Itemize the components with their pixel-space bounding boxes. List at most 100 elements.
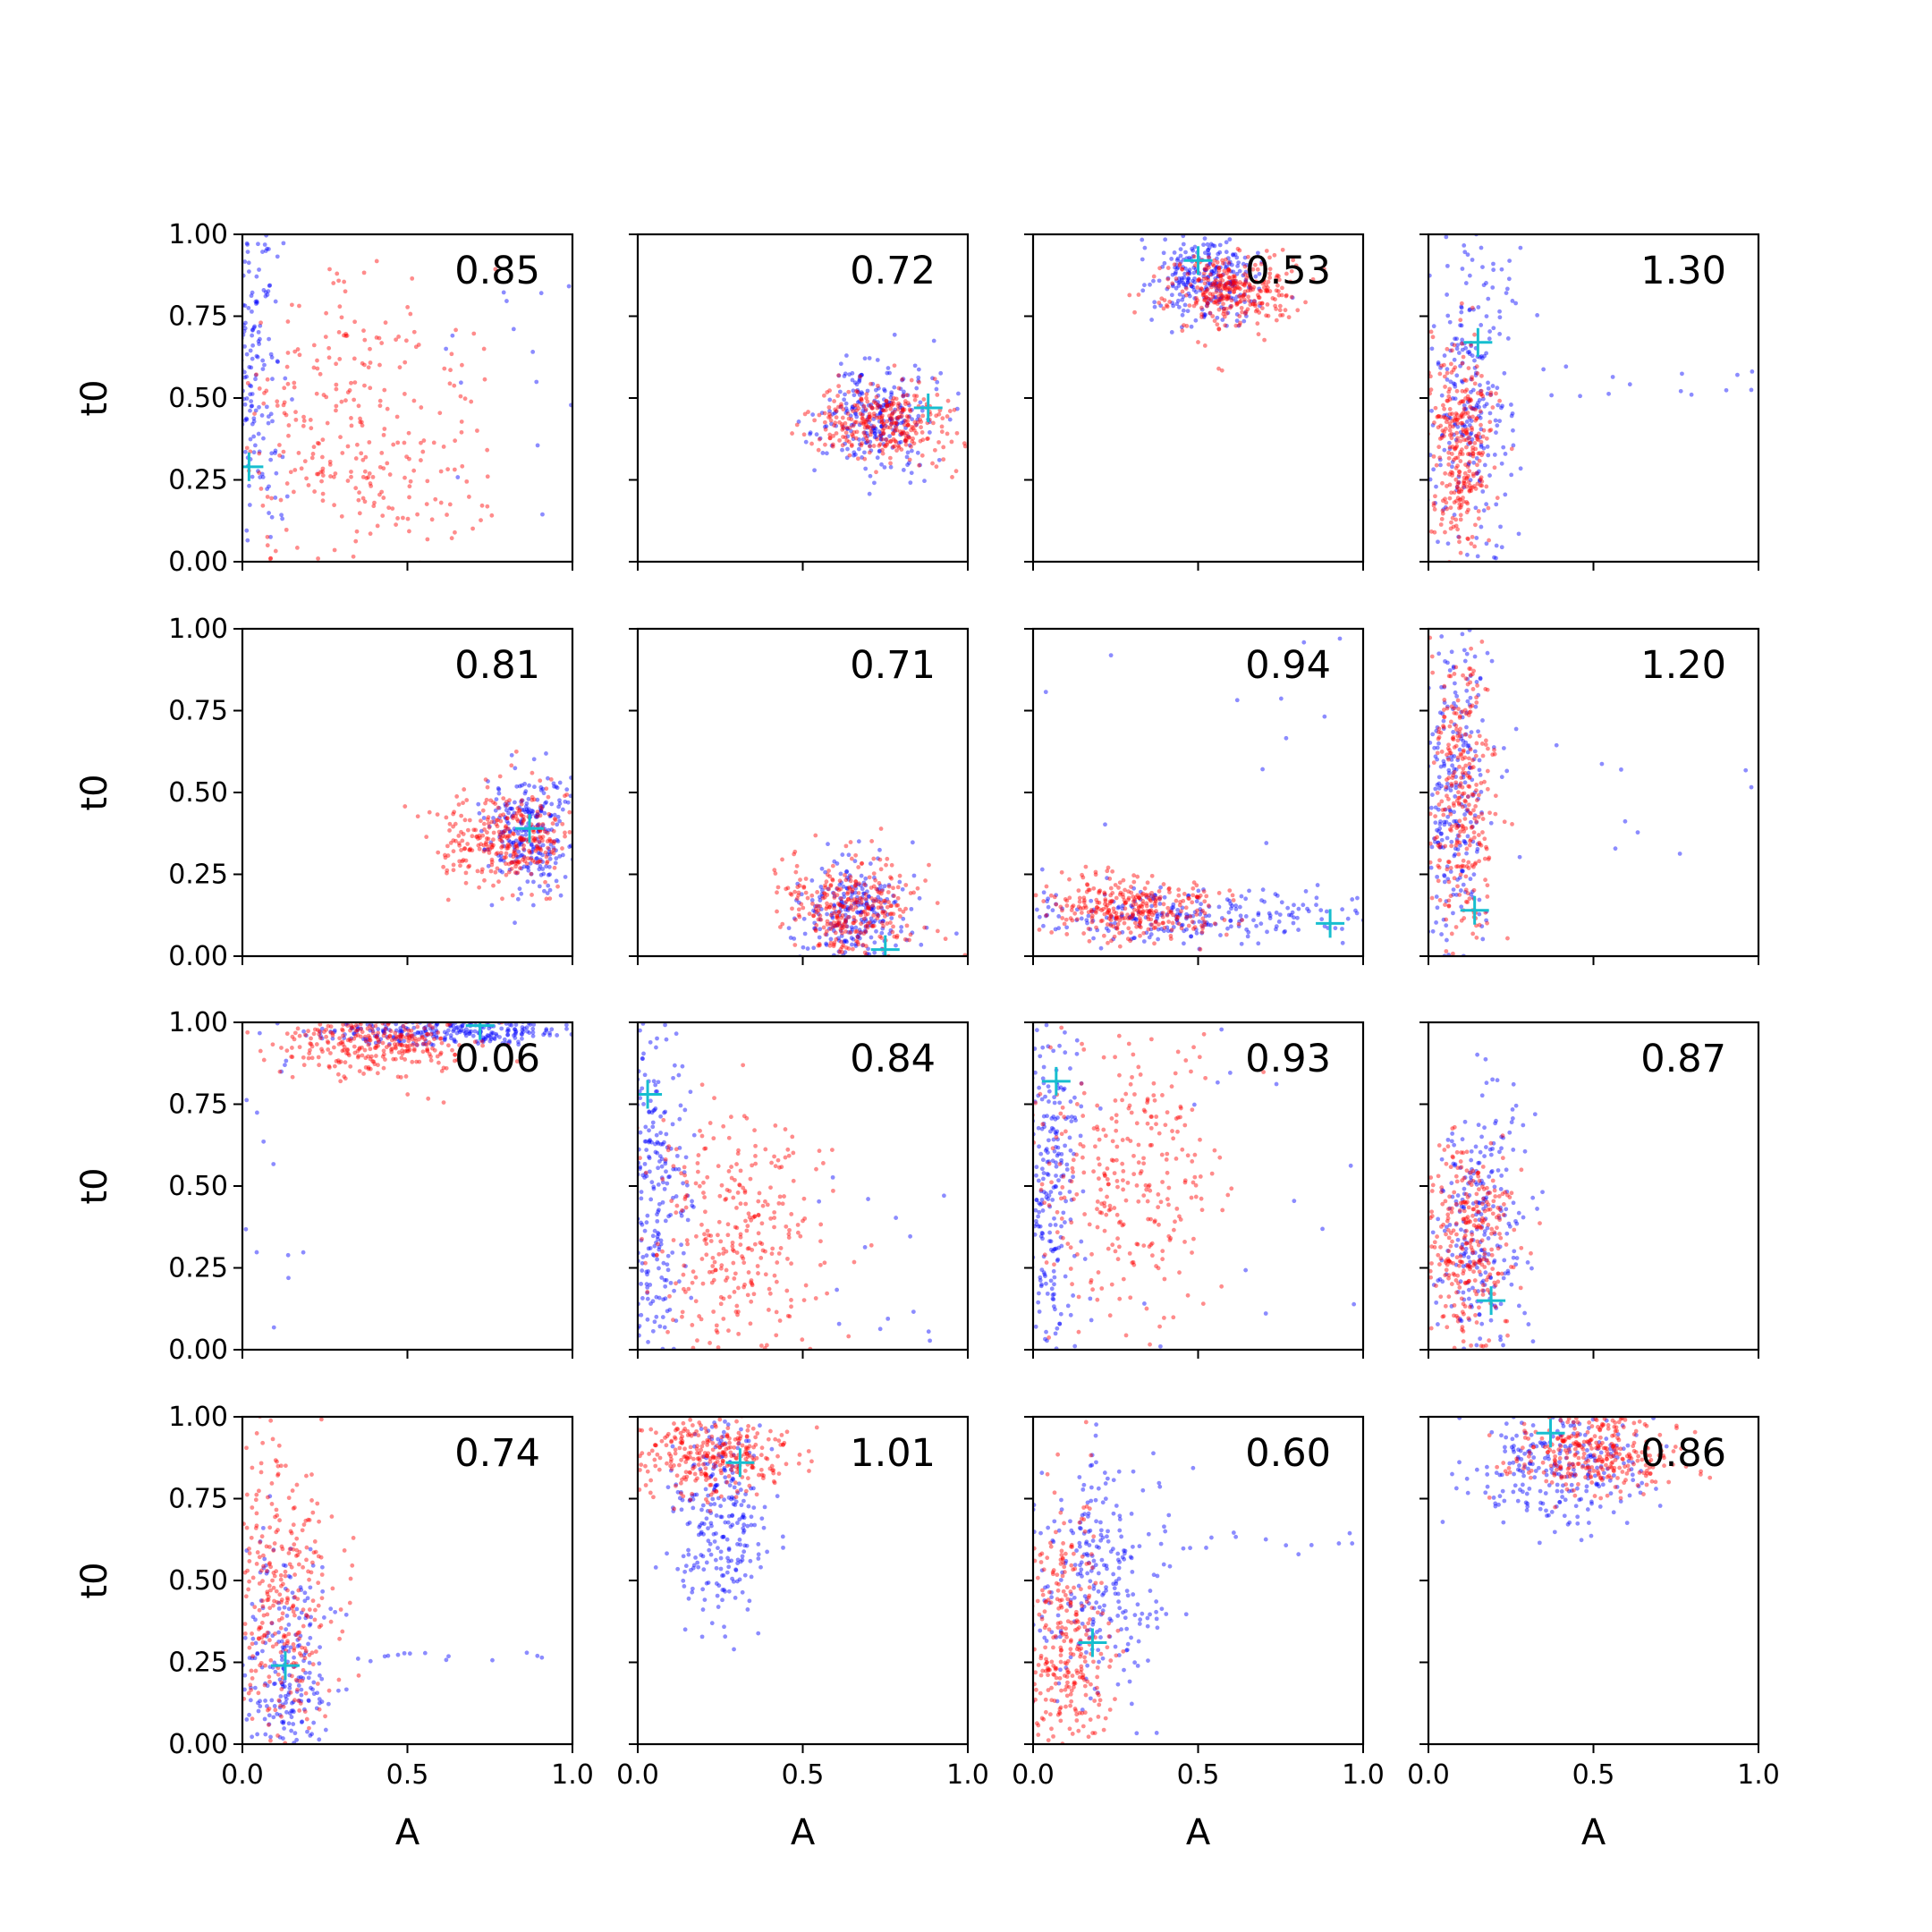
red-point xyxy=(1131,912,1135,918)
red-point xyxy=(1453,711,1459,716)
red-point xyxy=(1509,446,1514,452)
blue-point xyxy=(1453,382,1457,386)
red-point xyxy=(888,903,894,909)
red-point xyxy=(407,456,411,462)
blue-point xyxy=(1207,245,1212,250)
blue-point xyxy=(235,390,240,394)
blue-point xyxy=(1477,897,1482,902)
red-point xyxy=(1252,303,1258,309)
red-point xyxy=(1216,298,1221,303)
red-point xyxy=(1108,918,1114,922)
red-point xyxy=(1451,801,1456,806)
blue-point xyxy=(492,1036,496,1041)
red-point xyxy=(1183,292,1189,298)
red-point xyxy=(1446,757,1451,762)
red-point xyxy=(564,792,570,797)
red-point xyxy=(1131,894,1136,899)
red-point xyxy=(888,438,894,444)
red-point xyxy=(1214,299,1219,303)
blue-point xyxy=(876,402,880,408)
red-point xyxy=(1448,674,1453,679)
red-point xyxy=(1114,917,1119,921)
blue-point xyxy=(375,1033,380,1038)
blue-point xyxy=(1274,927,1278,932)
blue-point xyxy=(1230,903,1235,909)
red-point xyxy=(869,923,875,928)
red-point xyxy=(320,491,326,496)
blue-point xyxy=(1466,770,1471,775)
blue-point xyxy=(1039,867,1045,872)
red-point xyxy=(907,435,911,440)
blue-point xyxy=(1158,885,1163,890)
blue-point xyxy=(883,423,888,428)
blue-point xyxy=(1436,360,1441,365)
red-point xyxy=(1480,817,1486,821)
blue-point xyxy=(1453,785,1459,791)
blue-point xyxy=(904,454,910,460)
red-point xyxy=(521,837,526,843)
blue-point xyxy=(869,906,874,911)
red-point xyxy=(1454,485,1460,489)
red-point xyxy=(1479,781,1484,785)
blue-point xyxy=(870,898,876,903)
blue-point xyxy=(1142,283,1147,288)
red-point xyxy=(1086,887,1091,893)
blue-point xyxy=(319,1026,325,1031)
blue-point xyxy=(1237,919,1241,924)
red-point xyxy=(1431,453,1436,459)
red-point xyxy=(1130,911,1135,916)
red-point xyxy=(1219,368,1224,373)
blue-point xyxy=(1487,473,1492,478)
red-point xyxy=(1202,298,1207,303)
blue-point xyxy=(547,864,552,869)
blue-point xyxy=(530,1026,536,1031)
red-point xyxy=(1472,544,1478,549)
red-point xyxy=(489,819,495,825)
red-point xyxy=(338,435,343,440)
red-point xyxy=(444,1065,449,1071)
red-point xyxy=(1479,422,1483,428)
red-point xyxy=(861,916,867,921)
red-point xyxy=(379,489,385,495)
red-point xyxy=(1460,804,1465,809)
blue-point xyxy=(1191,254,1196,258)
red-point xyxy=(1487,419,1493,425)
blue-point xyxy=(816,911,821,917)
blue-point xyxy=(1115,905,1121,911)
red-point xyxy=(1123,900,1128,905)
red-point xyxy=(1063,917,1069,922)
blue-point xyxy=(1458,888,1463,893)
blue-point xyxy=(1206,263,1210,268)
blue-point xyxy=(888,464,894,470)
red-point xyxy=(352,380,358,386)
blue-point xyxy=(869,916,874,921)
blue-point xyxy=(909,906,914,911)
blue-point xyxy=(529,871,534,877)
red-point xyxy=(1131,907,1137,912)
blue-point xyxy=(1149,903,1155,909)
blue-point xyxy=(1245,934,1250,939)
red-point xyxy=(301,419,307,423)
red-point xyxy=(542,829,547,835)
red-point xyxy=(910,439,915,444)
red-point xyxy=(1213,300,1218,305)
red-point xyxy=(879,415,885,420)
red-point xyxy=(443,855,448,860)
red-point xyxy=(876,889,880,894)
red-point xyxy=(1465,900,1470,905)
red-point xyxy=(1470,305,1475,310)
blue-point xyxy=(284,494,290,499)
red-point xyxy=(1117,918,1123,923)
red-point xyxy=(1465,807,1470,812)
red-point xyxy=(284,1048,290,1054)
blue-point xyxy=(555,785,560,791)
blue-point xyxy=(1457,875,1462,880)
blue-point xyxy=(1470,406,1476,411)
red-point xyxy=(926,436,930,441)
red-point xyxy=(1085,883,1090,887)
red-point xyxy=(1420,721,1425,725)
blue-point xyxy=(245,538,250,543)
blue-point xyxy=(251,416,257,421)
blue-point xyxy=(1192,244,1198,250)
blue-point xyxy=(1216,251,1221,257)
